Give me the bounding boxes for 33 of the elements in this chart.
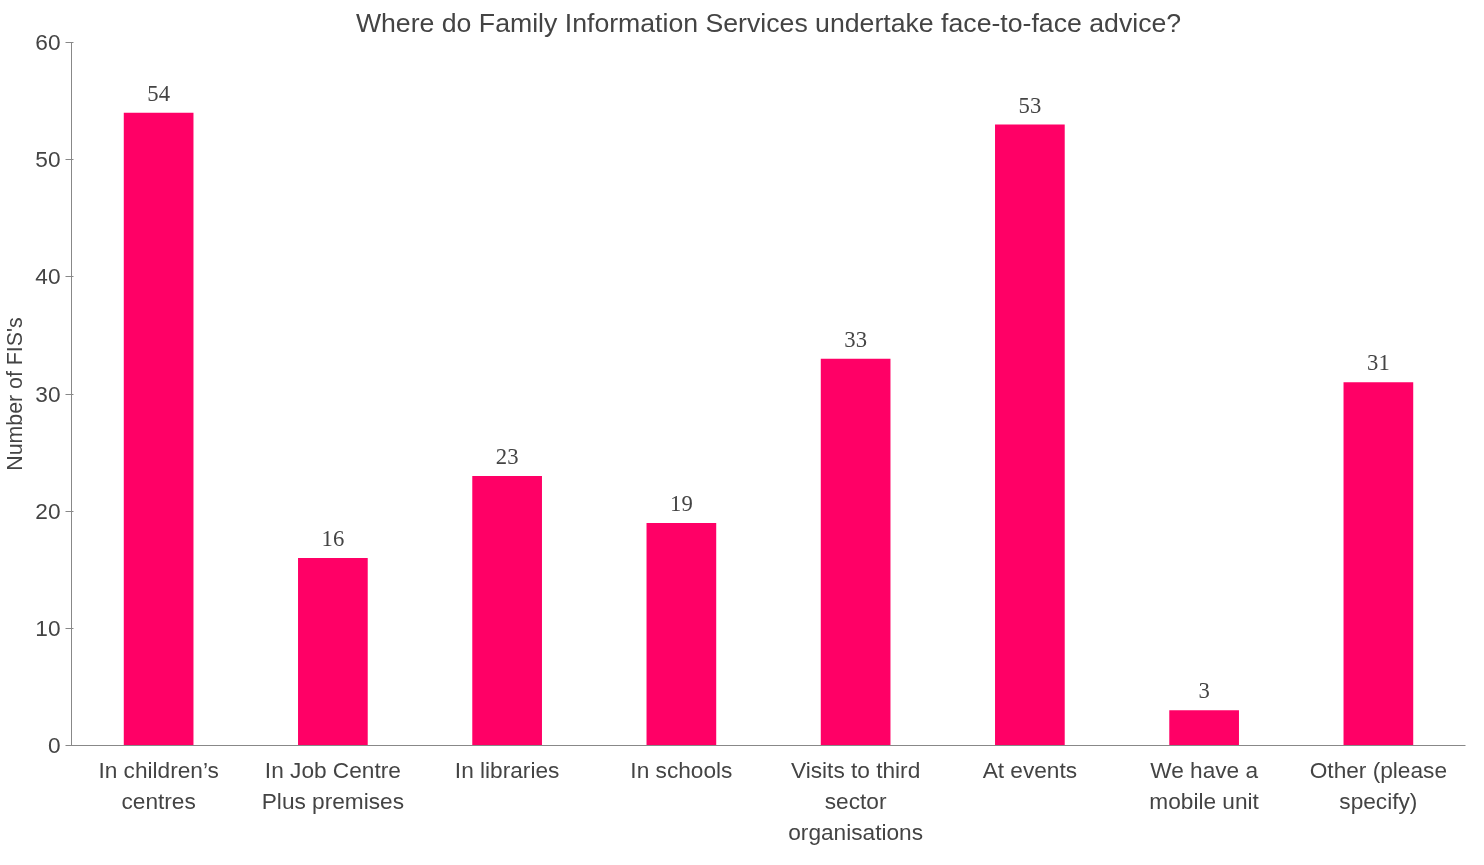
bar (646, 522, 717, 746)
y-tick-label: 10 (35, 614, 61, 641)
y-tick-label: 40 (35, 263, 61, 290)
bar (820, 358, 891, 746)
chart-title: Where do Family Information Services undertake face-to-face advice? (355, 7, 1182, 38)
data-label: 19 (670, 490, 693, 516)
x-tick-label: At events (982, 756, 1078, 783)
bar (298, 558, 368, 746)
data-label: 33 (844, 326, 867, 352)
bar (1169, 710, 1239, 746)
bar (1343, 382, 1414, 746)
y-tick-label: 30 (35, 380, 61, 407)
data-label: 3 (1198, 678, 1210, 704)
y-axis-title: Number of FIS's (3, 317, 28, 471)
data-label: 31 (1367, 350, 1390, 376)
x-tick-label: Other (please specify) (1309, 756, 1448, 814)
y-tick-label: 0 (47, 732, 61, 758)
x-tick-label: Visits to third sector organisations (788, 756, 924, 845)
y-tick-label: 50 (35, 146, 61, 173)
bar (995, 124, 1065, 746)
x-tick-label: In schools (630, 756, 733, 783)
x-tick-label: We have a mobile unit (1149, 756, 1260, 814)
bar (123, 112, 194, 746)
y-tick-label: 60 (35, 29, 61, 55)
bar (472, 476, 542, 746)
x-tick-label: In Job Centre Plus premises (261, 756, 405, 814)
data-label: 54 (147, 80, 170, 106)
x-tick-label: In children’s centres (98, 756, 219, 814)
data-label: 23 (495, 444, 519, 470)
y-tick-label: 20 (35, 497, 61, 524)
data-label: 53 (1018, 92, 1042, 118)
x-tick-label: In libraries (454, 756, 560, 783)
data-label: 16 (321, 526, 345, 552)
